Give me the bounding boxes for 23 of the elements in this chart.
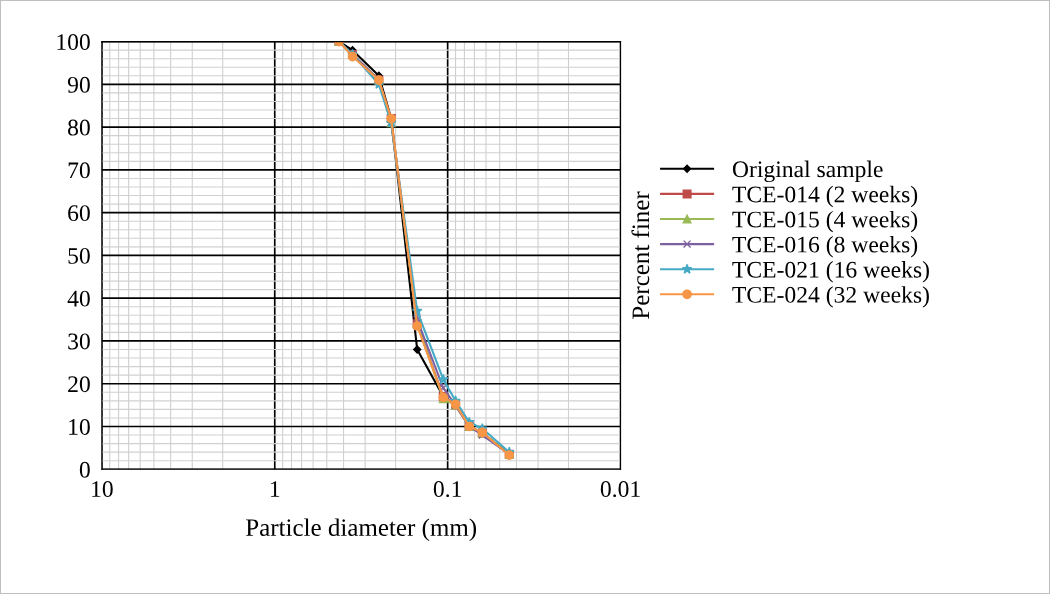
- y-tick-label: 40: [67, 290, 90, 307]
- legend-label: TCE-021 (16 weeks): [732, 261, 929, 283]
- y-tick-label: 70: [68, 162, 90, 179]
- y-tick-label: 20: [68, 376, 90, 393]
- y-tick-label: 60: [68, 205, 90, 222]
- x-tick-label: 0.1: [433, 481, 461, 498]
- y-tick-label: 90: [67, 76, 90, 93]
- y-tick-label: 50: [68, 247, 90, 264]
- legend-label: TCE-014 (2 weeks): [732, 185, 918, 208]
- y-tick-label: 10: [69, 418, 90, 435]
- legend-label: TCE-015 (4 weeks): [732, 210, 918, 233]
- x-tick-label: 1: [270, 481, 280, 497]
- y-tick-label: 80: [68, 119, 90, 136]
- x-tick-label: 0.01: [600, 481, 640, 498]
- legend-label: TCE-024 (32 weeks): [732, 286, 929, 308]
- y-tick-label: 0: [79, 461, 90, 478]
- legend-label: TCE-016 (8 weeks): [732, 235, 918, 258]
- legend-label: Original sample: [732, 160, 883, 183]
- x-axis-title: Particle diameter (mm): [245, 518, 477, 542]
- y-tick-label: 30: [68, 333, 90, 350]
- x-tick-label: 10: [92, 481, 113, 497]
- y-axis-title: Percent finer: [631, 191, 650, 319]
- y-tick-label: 100: [57, 34, 90, 50]
